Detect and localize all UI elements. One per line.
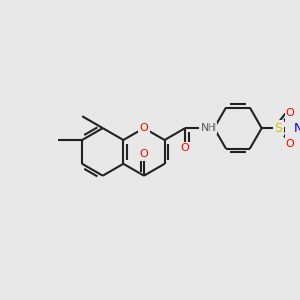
Text: O: O: [140, 123, 148, 133]
Text: H: H: [207, 123, 216, 133]
Text: O: O: [286, 108, 295, 118]
Text: O: O: [140, 149, 148, 159]
Text: N: N: [294, 122, 300, 135]
Text: O: O: [286, 139, 295, 148]
Text: N: N: [201, 123, 209, 133]
Text: O: O: [181, 143, 190, 153]
Text: NH: NH: [200, 123, 215, 133]
Text: S: S: [274, 122, 282, 135]
